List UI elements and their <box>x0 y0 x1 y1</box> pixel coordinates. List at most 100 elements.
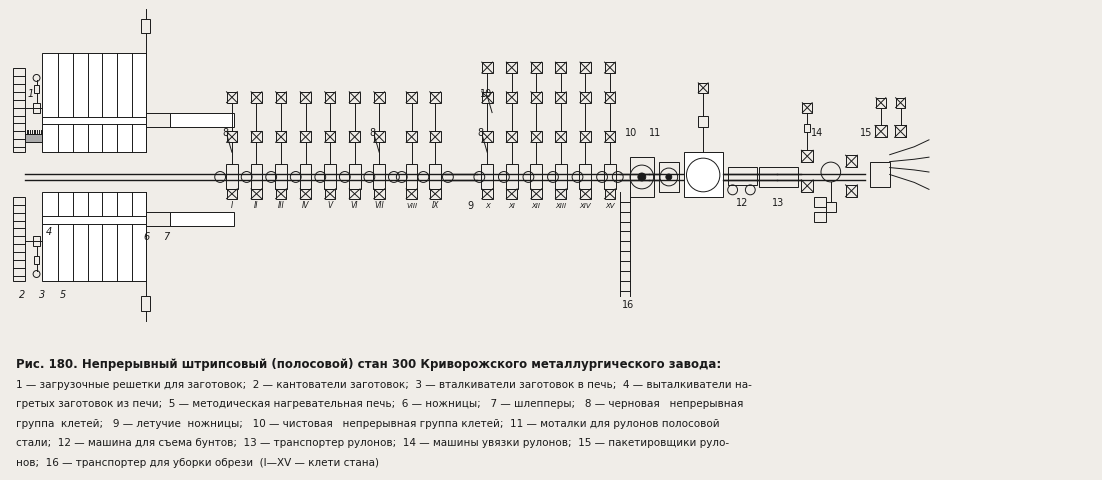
Bar <box>555 93 566 104</box>
Text: 8: 8 <box>369 128 376 138</box>
Text: нов;  16 — транспортер для уборки обрези  (I—XV — клети стана): нов; 16 — транспортер для уборки обрези … <box>15 457 379 467</box>
Bar <box>43 216 145 224</box>
Text: 15: 15 <box>861 128 873 138</box>
Bar <box>276 190 287 199</box>
Bar <box>349 132 360 143</box>
Bar <box>531 132 542 143</box>
Bar <box>141 20 151 34</box>
Text: VIII: VIII <box>406 202 418 208</box>
Bar <box>580 63 591 74</box>
Bar <box>13 197 24 281</box>
Bar <box>325 132 335 143</box>
Bar <box>407 93 417 104</box>
Bar <box>276 132 287 143</box>
Bar <box>33 104 41 113</box>
Text: XIV: XIV <box>580 202 591 208</box>
Bar <box>300 132 311 143</box>
Bar <box>531 93 542 104</box>
Text: XV: XV <box>605 202 615 208</box>
Text: 8: 8 <box>223 128 228 138</box>
Text: XII: XII <box>532 202 541 208</box>
Bar <box>349 190 360 199</box>
Bar <box>814 197 825 207</box>
Bar <box>482 63 493 74</box>
Text: 13: 13 <box>771 197 785 207</box>
Bar <box>895 126 907 138</box>
Bar <box>251 190 262 199</box>
Text: 5: 5 <box>61 289 66 299</box>
Circle shape <box>638 174 646 181</box>
Bar <box>349 93 360 104</box>
Bar <box>325 93 335 104</box>
Bar <box>605 93 615 104</box>
Bar <box>227 93 237 104</box>
Text: 9: 9 <box>467 200 474 210</box>
Bar <box>845 156 857 168</box>
Bar <box>506 132 517 143</box>
Bar <box>13 69 24 153</box>
Bar <box>727 168 757 185</box>
Bar <box>324 165 336 190</box>
Bar <box>300 165 312 190</box>
Bar <box>251 132 262 143</box>
Bar <box>876 98 886 108</box>
Text: 16: 16 <box>622 299 634 309</box>
Bar <box>374 190 385 199</box>
Bar <box>629 158 655 197</box>
Bar <box>430 132 441 143</box>
Text: VI: VI <box>350 201 358 210</box>
Text: XI: XI <box>508 202 515 208</box>
Bar <box>300 93 311 104</box>
Text: V: V <box>327 201 333 210</box>
Bar <box>43 192 145 281</box>
Bar <box>374 165 385 190</box>
Bar <box>226 165 238 190</box>
Bar <box>605 132 615 143</box>
Text: II: II <box>255 201 259 210</box>
Bar <box>555 132 566 143</box>
Bar <box>407 190 417 199</box>
Bar <box>227 190 237 199</box>
Text: 1 — загрузочные решетки для заготовок;  2 — кантователи заготовок;  3 — вталкива: 1 — загрузочные решетки для заготовок; 2… <box>15 379 752 389</box>
Bar <box>531 190 542 199</box>
Bar <box>33 237 41 247</box>
Bar <box>759 168 799 188</box>
Text: 7: 7 <box>163 232 170 242</box>
Text: 1: 1 <box>28 89 34 98</box>
Bar <box>145 113 170 128</box>
Bar <box>825 202 835 212</box>
Text: 12: 12 <box>735 197 748 207</box>
Text: III: III <box>278 201 284 210</box>
Bar <box>506 190 517 199</box>
Bar <box>555 63 566 74</box>
Bar <box>145 212 170 227</box>
Bar <box>250 165 262 190</box>
Bar <box>896 98 906 108</box>
Bar <box>506 63 517 74</box>
Bar <box>659 163 679 192</box>
Bar <box>406 165 418 190</box>
Bar <box>227 132 237 143</box>
Bar <box>531 63 542 74</box>
Bar <box>580 132 591 143</box>
Bar <box>699 116 709 128</box>
Text: VII: VII <box>375 201 385 210</box>
Text: 11: 11 <box>649 128 661 138</box>
Bar <box>683 153 723 197</box>
Bar <box>605 63 615 74</box>
Bar <box>580 190 591 199</box>
Bar <box>430 190 441 199</box>
Text: X: X <box>485 202 489 208</box>
Text: IV: IV <box>302 201 310 210</box>
Text: гретых заготовок из печи;  5 — методическая нагревательная печь;  6 — ножницы;  : гретых заготовок из печи; 5 — методическ… <box>15 398 744 408</box>
Bar <box>875 126 887 138</box>
Bar <box>506 93 517 104</box>
Bar <box>802 104 812 113</box>
Bar <box>555 190 566 199</box>
Bar <box>430 165 441 190</box>
Text: 6: 6 <box>143 232 150 242</box>
Bar <box>699 84 709 94</box>
Bar <box>170 113 234 128</box>
Bar <box>300 190 311 199</box>
Bar <box>801 180 813 192</box>
